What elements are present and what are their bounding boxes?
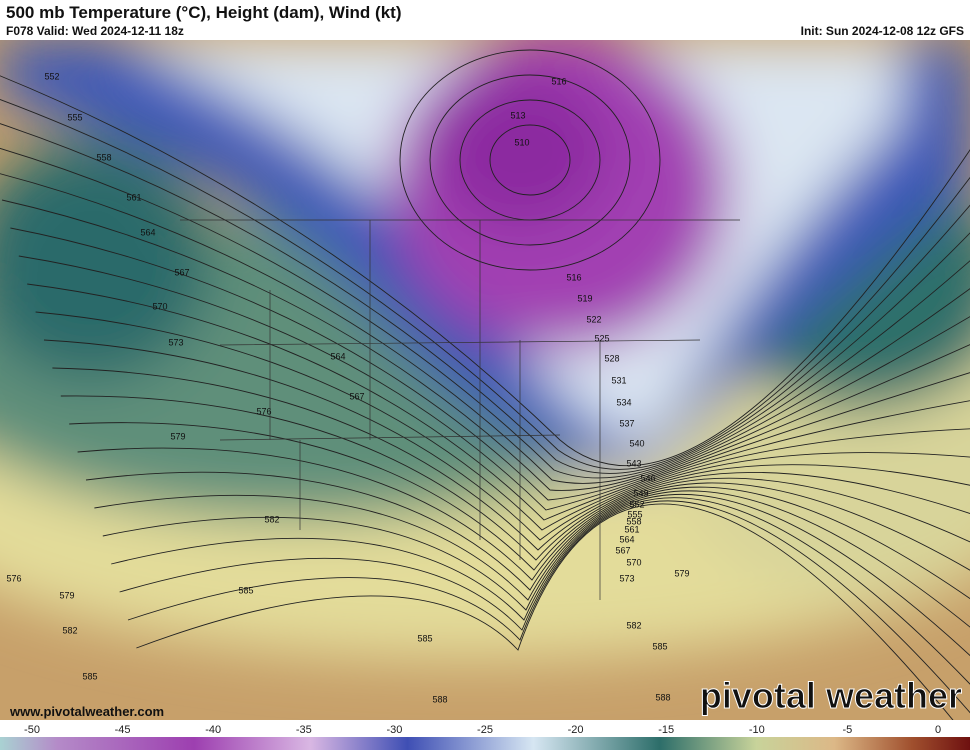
contour-label: 585	[652, 641, 667, 651]
colorbar-gradient	[0, 737, 970, 750]
contour-line	[0, 75, 970, 467]
contour-label: 576	[6, 573, 21, 583]
map: 5525555585615645675705735765795825855855…	[0, 40, 970, 750]
colorbar-tick-label: -15	[658, 724, 674, 736]
contour-label: 513	[510, 110, 525, 120]
contour-label: 543	[626, 458, 641, 468]
contour-label: 567	[349, 391, 364, 401]
contour-line	[85, 471, 970, 591]
contour-line	[111, 493, 970, 657]
contour-label: 585	[417, 633, 432, 643]
contour-line	[10, 227, 970, 501]
state-borders	[180, 219, 740, 600]
colorbar-tick-label: -30	[386, 724, 402, 736]
contour-label: 549	[633, 488, 648, 498]
contour-label: 579	[59, 590, 74, 600]
contour-label: 510	[514, 137, 529, 147]
contour-label: 558	[96, 152, 111, 162]
contour-line	[119, 497, 970, 685]
contour-label: 561	[126, 192, 141, 202]
contour-label: 525	[594, 333, 609, 343]
contour-label: 516	[566, 272, 581, 282]
valid-time: F078 Valid: Wed 2024-12-11 18z	[6, 24, 184, 38]
contour-label: 573	[619, 573, 634, 583]
contour-ring	[399, 49, 661, 271]
contour-line	[18, 255, 970, 511]
contour-ring	[489, 124, 571, 196]
contour-line	[0, 123, 970, 474]
colorbar-tick-label: -5	[843, 724, 853, 736]
contour-label: 534	[616, 397, 631, 407]
contour-label: 555	[67, 112, 82, 122]
colorbar-tick-label: -20	[568, 724, 584, 736]
contour-label: 546	[640, 473, 655, 483]
contour-label: 576	[256, 406, 271, 416]
colorbar-tick-label: -50	[24, 724, 40, 736]
contour-label: 552	[44, 71, 59, 81]
contour-line	[127, 500, 970, 714]
contour-line	[136, 503, 954, 720]
brand-watermark: pivotal weather	[700, 675, 962, 716]
contour-label: 516	[551, 76, 566, 86]
contour-label: 582	[264, 514, 279, 524]
colorbar-tick-label: -25	[477, 724, 493, 736]
contour-label: 573	[168, 337, 183, 347]
height-contours	[0, 49, 970, 720]
contour-label: 567	[615, 545, 630, 555]
contour-line	[1, 199, 970, 491]
contour-label: 582	[626, 620, 641, 630]
contour-line	[0, 173, 970, 484]
contour-label: 528	[604, 353, 619, 363]
contour-label: 585	[82, 671, 97, 681]
contour-label: 585	[238, 585, 253, 595]
map-title: 500 mb Temperature (°C), Height (dam), W…	[6, 3, 402, 22]
contour-label: 570	[626, 557, 641, 567]
contour-label: 537	[619, 418, 634, 428]
contour-label: 522	[586, 314, 601, 324]
init-time: Init: Sun 2024-12-08 12z GFS	[800, 24, 964, 38]
contour-label: 519	[577, 293, 592, 303]
contour-line	[60, 395, 970, 561]
contour-line	[77, 447, 970, 581]
contour-label: 564	[330, 351, 345, 361]
contour-line	[94, 486, 970, 601]
colorbar-tick-label: -40	[205, 724, 221, 736]
contour-line	[0, 147, 970, 479]
contour-line	[43, 339, 970, 541]
contour-label: 555	[627, 509, 642, 519]
contour-label: 561	[624, 524, 639, 534]
colorbar-tick-label: -10	[749, 724, 765, 736]
contour-label: 567	[174, 267, 189, 277]
colorbar-tick-label: -45	[115, 724, 131, 736]
temperature-field: 5525555585615645675705735765795825855855…	[0, 40, 970, 720]
contour-label: 579	[170, 431, 185, 441]
contour-label: 582	[62, 625, 77, 635]
contour-label: 564	[619, 534, 634, 544]
contour-label: 540	[629, 438, 644, 448]
contour-label: 579	[674, 568, 689, 578]
contour-label: 531	[611, 375, 626, 385]
contour-label: 564	[140, 227, 155, 237]
contour-line	[35, 311, 970, 531]
contour-label: 570	[152, 301, 167, 311]
contour-line	[102, 490, 970, 628]
contour-line	[69, 422, 970, 571]
contour-label: 558	[626, 516, 641, 526]
contour-label: 588	[655, 692, 670, 702]
contour-ring	[429, 74, 631, 246]
colorbar: -50 -45 -40 -35 -30 -25 -20 -15 -10 -5 0	[0, 724, 970, 750]
colorbar-tick-label: -35	[296, 724, 312, 736]
contour-line	[0, 99, 970, 470]
contour-label: 588	[432, 694, 447, 704]
colorbar-tick-label: 0	[935, 724, 941, 736]
site-url: www.pivotalweather.com	[9, 704, 164, 719]
contour-label: 552	[629, 499, 644, 509]
contour-line	[27, 283, 970, 521]
contour-line	[52, 367, 970, 551]
